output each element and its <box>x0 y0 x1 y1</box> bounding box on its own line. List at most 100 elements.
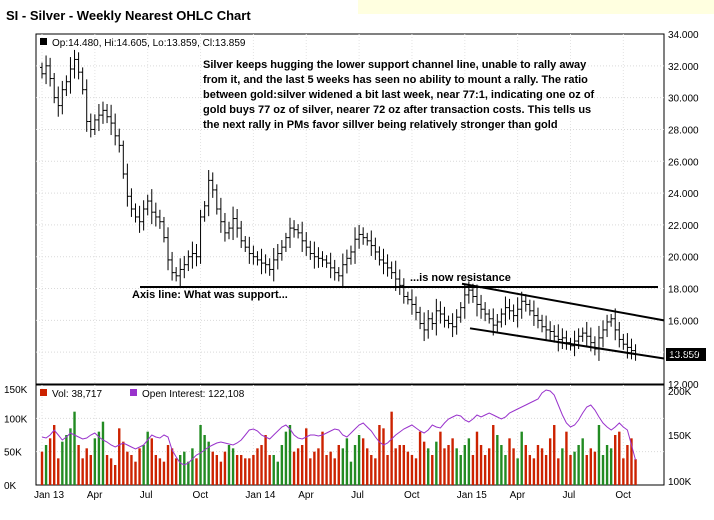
volume-bar <box>422 441 426 485</box>
volume-bar <box>581 438 584 485</box>
volume-bar <box>573 451 576 485</box>
volume-bar <box>398 445 401 485</box>
volume-bar <box>183 451 186 485</box>
volume-bar <box>57 458 60 485</box>
volume-bar <box>597 425 601 485</box>
volume-bar <box>585 455 588 485</box>
price-axis-label: 16.000 <box>668 316 699 327</box>
volume-bar <box>199 425 202 485</box>
volume-bar <box>487 448 491 485</box>
volume-bar <box>589 448 593 485</box>
volume-bar <box>548 438 552 485</box>
volume-bar <box>524 445 527 485</box>
x-axis-label: Jan 15 <box>457 490 487 501</box>
volume-bar <box>170 448 174 485</box>
vol-swatch <box>40 389 47 396</box>
volume-bar <box>113 465 117 485</box>
x-axis-label: Oct <box>615 490 631 501</box>
price-axis-label: 26.000 <box>668 157 699 168</box>
volume-bar <box>256 448 259 485</box>
volume-bar <box>414 458 418 485</box>
volume-bar <box>483 455 487 485</box>
volume-bar <box>211 451 214 485</box>
volume-bar <box>435 441 438 485</box>
volume-bar <box>447 445 450 485</box>
volume-bar <box>467 438 471 485</box>
volume-bar <box>126 451 129 485</box>
volume-bar <box>305 428 308 485</box>
annotation-support: Axis line: What was support... <box>132 289 288 301</box>
volume-bar <box>187 461 190 485</box>
volume-bar <box>284 431 288 485</box>
price-axis-label: 22.000 <box>668 221 699 232</box>
volume-bar <box>317 448 320 485</box>
x-axis-label: Apr <box>298 490 314 501</box>
volume-bar <box>370 455 373 485</box>
volume-bar <box>333 458 336 485</box>
volume-bar <box>48 438 52 485</box>
volume-bar <box>73 411 76 485</box>
vol-label: Vol: 38,717 <box>52 389 102 400</box>
volume-bar <box>471 455 475 485</box>
volume-bar <box>349 461 353 485</box>
oi-swatch <box>130 389 137 396</box>
volume-bar <box>44 445 48 485</box>
volume-bar <box>451 438 454 485</box>
volume-bar <box>203 435 206 485</box>
oi-axis-label: 150K <box>668 431 692 442</box>
volume-bar <box>264 435 267 485</box>
ohlc-swatch <box>40 38 47 45</box>
volume-bar <box>109 458 113 485</box>
volume-bar <box>479 445 483 485</box>
price-axis-label: 12.000 <box>668 380 699 391</box>
volume-bar <box>532 458 536 485</box>
commentary-line-4: gold buys 77 oz of silver, nearer 72 oz … <box>203 104 591 116</box>
volume-bar <box>215 455 219 485</box>
volume-bar <box>146 431 149 485</box>
volume-bar <box>61 441 64 485</box>
x-axis-label: Apr <box>510 490 526 501</box>
volume-bar <box>492 425 495 485</box>
lower-channel-line <box>469 327 665 360</box>
volume-bar <box>605 445 609 485</box>
oi-axis-label: 200K <box>668 387 692 398</box>
volume-bar <box>101 421 105 485</box>
x-axis-label: Jul <box>562 490 575 501</box>
volume-bar <box>390 411 393 485</box>
volume-axis-label: 50K <box>4 448 22 459</box>
volume-bar <box>276 461 279 485</box>
volume-bar <box>288 425 292 485</box>
upper-channel-line <box>461 282 665 322</box>
commentary-line-3: between gold:silver widened a bit last w… <box>203 89 595 101</box>
volume-bar <box>618 431 621 485</box>
volume-bar <box>300 445 304 485</box>
commentary-line-5: the next rally in PMs favor sillver bein… <box>203 119 558 131</box>
x-axis-label: Oct <box>193 490 209 501</box>
volume-bar <box>561 448 564 485</box>
volume-bar <box>268 455 271 485</box>
volume-bar <box>166 445 170 485</box>
price-axis-label: 30.000 <box>668 94 699 105</box>
x-axis-label: Jan 14 <box>245 490 275 501</box>
volume-bar <box>191 448 194 485</box>
volume-bar <box>614 435 617 485</box>
volume-bar <box>357 435 361 485</box>
volume-bar <box>150 438 153 485</box>
volume-bar <box>260 445 263 485</box>
volume-bar <box>154 455 158 485</box>
volume-bar <box>443 448 446 485</box>
volume-bar <box>207 441 210 485</box>
volume-bar <box>504 455 507 485</box>
volume-bar <box>240 455 243 485</box>
volume-bar <box>130 455 133 485</box>
volume-bar <box>496 435 499 485</box>
volume-bar <box>540 448 544 485</box>
volume-bar <box>553 425 556 485</box>
x-axis-label: Jul <box>140 490 153 501</box>
volume-bar <box>162 461 166 485</box>
volume-bar <box>248 458 251 485</box>
volume-bar <box>345 438 349 485</box>
annotation-resistance: ...is now resistance <box>410 272 511 284</box>
volume-bar <box>500 445 503 485</box>
